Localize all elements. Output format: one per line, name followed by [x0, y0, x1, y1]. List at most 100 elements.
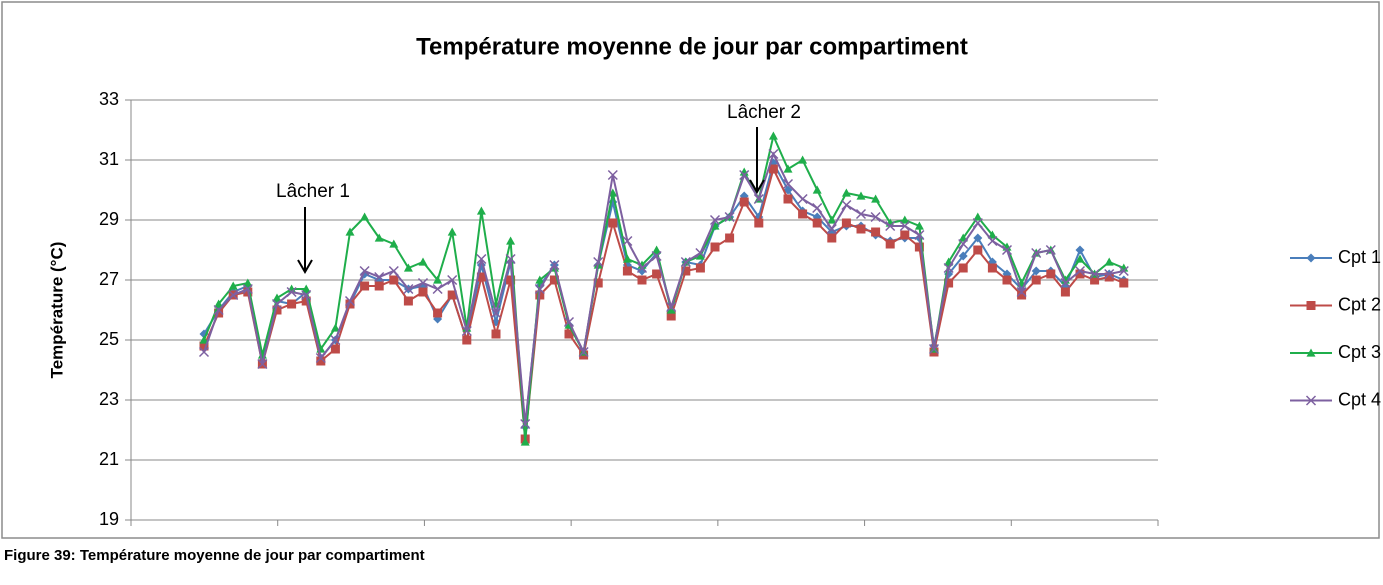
- point: [1017, 290, 1027, 300]
- point: [739, 197, 749, 207]
- point: [1306, 301, 1316, 310]
- point: [739, 169, 750, 181]
- point: [301, 296, 311, 306]
- point: [871, 227, 881, 237]
- point: [900, 215, 910, 224]
- point: [812, 218, 822, 228]
- point: [490, 307, 502, 319]
- y-tick-label: 27: [99, 269, 119, 289]
- point: [958, 238, 969, 250]
- point: [870, 211, 881, 223]
- point: [914, 229, 925, 241]
- point: [1016, 286, 1027, 298]
- point: [374, 271, 385, 283]
- point: [549, 275, 559, 285]
- point: [1060, 287, 1070, 297]
- legend-label: Cpt 2: [1338, 294, 1381, 314]
- point: [783, 194, 793, 204]
- point: [885, 220, 896, 232]
- point: [1031, 266, 1041, 276]
- point: [987, 263, 997, 273]
- point: [899, 220, 910, 232]
- point: [1075, 269, 1085, 279]
- point: [213, 304, 224, 316]
- point: [914, 221, 924, 230]
- point: [1001, 244, 1013, 256]
- point: [1306, 348, 1316, 357]
- point: [695, 247, 706, 259]
- point: [315, 352, 326, 364]
- point: [681, 266, 691, 276]
- point: [1031, 275, 1041, 285]
- point: [1090, 275, 1100, 285]
- point: [1104, 268, 1115, 280]
- point: [1306, 253, 1316, 263]
- point: [666, 311, 676, 321]
- point: [330, 344, 340, 354]
- point: [330, 323, 340, 332]
- point: [345, 299, 355, 309]
- point: [374, 233, 384, 242]
- point: [1031, 247, 1042, 259]
- point: [652, 245, 662, 254]
- chart-title: Température moyenne de jour par comparti…: [416, 33, 968, 60]
- point: [768, 148, 779, 160]
- point: [462, 335, 472, 345]
- point: [885, 239, 895, 249]
- point: [914, 242, 924, 252]
- y-axis-label: Température (°C): [47, 242, 66, 379]
- point: [608, 218, 618, 228]
- point: [228, 289, 239, 301]
- point: [797, 193, 808, 205]
- point: [433, 275, 443, 284]
- point: [271, 298, 283, 310]
- point: [403, 283, 414, 295]
- point: [812, 185, 822, 194]
- point: [841, 199, 852, 211]
- point: [564, 329, 574, 339]
- point: [841, 188, 851, 197]
- point: [389, 239, 399, 248]
- point: [476, 253, 487, 265]
- point: [301, 284, 311, 293]
- point: [520, 437, 530, 446]
- point: [928, 343, 940, 355]
- point: [1045, 244, 1056, 256]
- point: [476, 272, 486, 282]
- point: [900, 230, 910, 240]
- point: [359, 265, 370, 277]
- point: [709, 214, 721, 226]
- annotation: Lâcher 1: [276, 181, 350, 202]
- point: [944, 278, 954, 288]
- point: [447, 290, 457, 300]
- point: [272, 305, 282, 315]
- point: [710, 221, 720, 230]
- point: [520, 418, 531, 430]
- point: [198, 346, 210, 358]
- legend-label: Cpt 1: [1338, 247, 1381, 267]
- point: [461, 325, 472, 337]
- point: [871, 194, 881, 203]
- point: [447, 227, 457, 236]
- point: [272, 293, 282, 302]
- point: [855, 208, 867, 220]
- point: [637, 266, 647, 276]
- point: [345, 227, 355, 236]
- point: [287, 299, 297, 309]
- point: [316, 356, 326, 366]
- point: [1046, 269, 1056, 279]
- point: [447, 274, 458, 286]
- point: [433, 308, 443, 318]
- point: [549, 259, 560, 271]
- point: [622, 266, 632, 276]
- point: [958, 251, 968, 261]
- point: [783, 164, 793, 173]
- point: [1089, 268, 1100, 280]
- point: [1305, 395, 1317, 406]
- figure-caption: Figure 39: Température moyenne de jour p…: [4, 547, 425, 564]
- point: [827, 233, 837, 243]
- point: [535, 275, 545, 284]
- point: [943, 262, 954, 274]
- point: [826, 223, 837, 235]
- point: [534, 283, 545, 295]
